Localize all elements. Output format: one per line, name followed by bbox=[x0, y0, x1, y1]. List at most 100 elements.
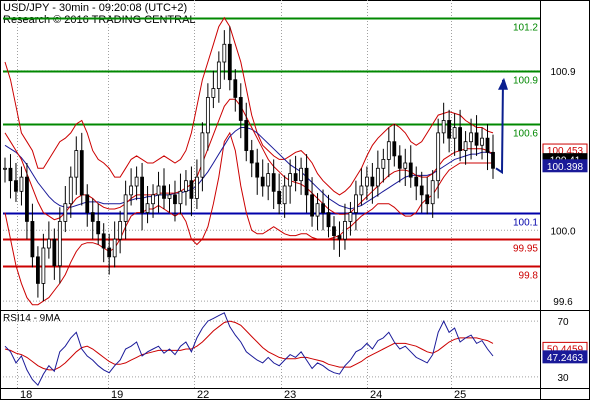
candle bbox=[211, 88, 216, 98]
candle bbox=[189, 180, 194, 199]
rsi-panel-label: RSI14 - 9MA bbox=[3, 313, 61, 324]
candle bbox=[354, 194, 358, 213]
price-tag-upper-band: 100.453 bbox=[547, 146, 584, 157]
candle bbox=[222, 43, 227, 63]
rsi-tag-value-box bbox=[542, 350, 588, 364]
level-label: 100.9 bbox=[513, 76, 538, 87]
candle bbox=[458, 127, 463, 151]
candle bbox=[233, 79, 238, 98]
level-label: 99.8 bbox=[519, 271, 539, 282]
candle bbox=[35, 256, 40, 284]
candle bbox=[452, 127, 457, 139]
candle bbox=[436, 132, 441, 182]
level-label: 101.2 bbox=[513, 23, 538, 34]
candle bbox=[480, 137, 484, 146]
candle bbox=[293, 173, 298, 182]
candle bbox=[425, 194, 430, 205]
candle bbox=[255, 162, 260, 178]
candle bbox=[68, 176, 73, 205]
candle bbox=[238, 97, 243, 121]
rsi-tag-value: 47.2463 bbox=[547, 353, 584, 364]
candle bbox=[491, 151, 495, 169]
candle bbox=[485, 137, 490, 153]
forecast-arrowhead bbox=[498, 77, 508, 90]
candle bbox=[430, 180, 435, 205]
x-tick-label: 25 bbox=[454, 389, 466, 400]
candle bbox=[41, 247, 46, 284]
bollinger-upper-band bbox=[4, 16, 494, 196]
level-label: 99.95 bbox=[513, 244, 538, 255]
candle bbox=[96, 221, 101, 235]
candle bbox=[414, 176, 419, 187]
candle bbox=[337, 235, 342, 240]
candle bbox=[359, 185, 364, 196]
candle bbox=[408, 162, 413, 178]
candle bbox=[79, 150, 84, 196]
candle bbox=[403, 162, 408, 169]
rsi-tag-ma: 50.4459 bbox=[547, 344, 584, 355]
x-tick-label: 18 bbox=[20, 389, 32, 400]
candle bbox=[288, 173, 293, 187]
price-tag-ma-box bbox=[542, 159, 588, 173]
candle bbox=[469, 132, 473, 143]
moving-average-fast bbox=[4, 98, 494, 221]
candle bbox=[227, 43, 232, 81]
y-tick-label: 99.6 bbox=[553, 297, 573, 308]
candle bbox=[151, 194, 155, 205]
chart-title: USD/JPY - 30min - 09:20:08 (UTC+2) bbox=[3, 2, 188, 14]
candle bbox=[419, 185, 424, 196]
candle bbox=[299, 167, 303, 182]
candle bbox=[195, 176, 199, 199]
candle bbox=[123, 194, 128, 222]
candle bbox=[271, 173, 276, 192]
candle bbox=[30, 221, 35, 258]
candle bbox=[107, 247, 112, 258]
y-tick-label: 100.9 bbox=[550, 67, 575, 78]
candle bbox=[282, 185, 287, 205]
candle bbox=[310, 194, 314, 217]
candle bbox=[392, 141, 397, 157]
y-tick-label: 100.0 bbox=[550, 226, 575, 237]
candle bbox=[375, 167, 380, 187]
candle bbox=[14, 180, 18, 192]
candle bbox=[244, 120, 249, 151]
candle bbox=[200, 132, 205, 178]
x-tick-label: 19 bbox=[111, 389, 123, 400]
x-tick-label: 22 bbox=[197, 389, 209, 400]
x-tick-label: 24 bbox=[370, 389, 382, 400]
candle bbox=[140, 176, 144, 213]
forecast-arrow bbox=[495, 79, 504, 175]
rsi-tick-label: 70 bbox=[557, 317, 569, 328]
candle bbox=[315, 203, 320, 217]
candle bbox=[364, 176, 369, 187]
candle bbox=[321, 203, 325, 213]
candle bbox=[90, 212, 95, 222]
candle bbox=[25, 176, 29, 222]
candle bbox=[397, 155, 402, 169]
price-tag-ma: 100.398 bbox=[547, 162, 584, 173]
candle bbox=[74, 150, 79, 178]
candle bbox=[381, 159, 386, 169]
candle bbox=[343, 221, 347, 240]
candle bbox=[474, 132, 479, 146]
candle bbox=[266, 173, 271, 187]
candle bbox=[63, 203, 68, 222]
candle bbox=[386, 141, 391, 160]
rsi-ma-line bbox=[4, 320, 494, 371]
candle bbox=[134, 176, 139, 187]
candle bbox=[162, 185, 166, 199]
candle bbox=[52, 238, 57, 267]
candle bbox=[145, 203, 150, 213]
candle bbox=[19, 176, 24, 192]
candle bbox=[57, 221, 62, 267]
candle bbox=[326, 212, 331, 228]
candle bbox=[167, 194, 172, 199]
candle bbox=[173, 194, 177, 205]
chart-subtitle: Research © 2016 TRADING CENTRAL bbox=[3, 14, 196, 26]
candle bbox=[184, 180, 188, 192]
candles bbox=[3, 26, 495, 302]
candle bbox=[463, 141, 468, 151]
candle bbox=[304, 167, 309, 196]
rsi-tick-label: 30 bbox=[557, 373, 569, 384]
